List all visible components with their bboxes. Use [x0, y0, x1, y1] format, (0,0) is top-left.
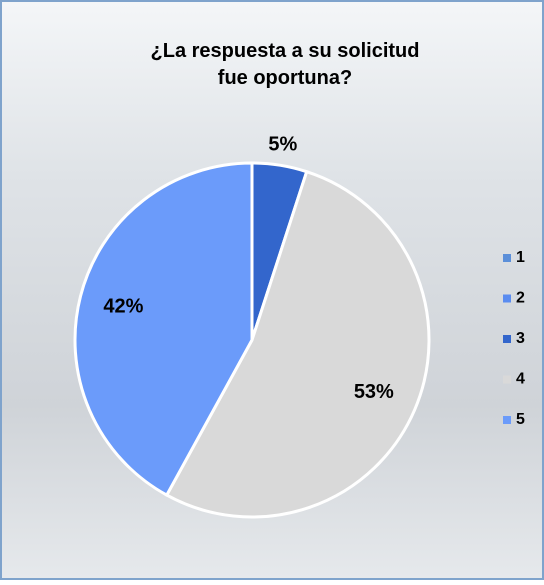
- legend-marker: [503, 294, 511, 303]
- legend-label: 5: [516, 411, 525, 428]
- legend-marker: [503, 254, 511, 262]
- legend-marker: [503, 375, 511, 384]
- legend-label: 3: [516, 330, 525, 347]
- data-label: 42%: [103, 295, 143, 317]
- data-label: 53%: [354, 381, 394, 403]
- legend-label: 4: [516, 371, 525, 388]
- pie-slice: [73, 161, 254, 498]
- data-label: 5%: [268, 134, 297, 156]
- pie-slice: [164, 169, 431, 519]
- legend-label: 2: [516, 290, 525, 307]
- legend-label: 1: [516, 249, 525, 266]
- chart-title: ¿La respuesta a su solicitud fue oportuna…: [151, 40, 420, 89]
- legend-marker: [503, 416, 511, 424]
- legend-marker: [503, 335, 511, 343]
